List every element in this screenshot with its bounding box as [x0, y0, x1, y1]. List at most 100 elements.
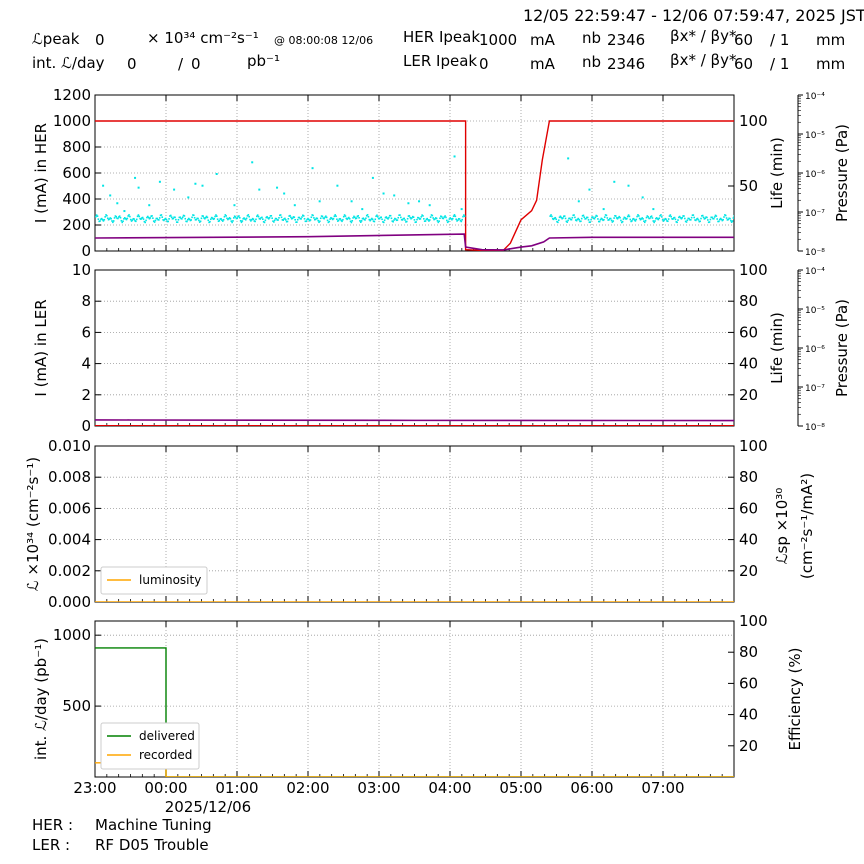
- y-axis-label: I (mA) in HER: [32, 123, 50, 223]
- pressure-point: [566, 221, 569, 223]
- pressure-point: [550, 214, 552, 216]
- y-tick-label: 0.006: [48, 499, 91, 517]
- pressure-point: [191, 216, 193, 219]
- pressure-point: [346, 218, 348, 221]
- pressure-point: [686, 219, 689, 222]
- pressure-point: [717, 220, 719, 223]
- pressure-point: [440, 215, 443, 218]
- pressure-point: [630, 220, 632, 223]
- pressure-point: [581, 215, 584, 217]
- pressure-point: [389, 214, 392, 217]
- y2-tick-label: 100: [739, 437, 768, 455]
- pressure-point: [290, 216, 292, 219]
- y-axis-label: I (mA) in LER: [32, 299, 50, 396]
- pressure-point: [149, 217, 152, 219]
- pressure-point: [730, 221, 733, 223]
- pressure-point: [629, 218, 632, 221]
- pressure-point: [172, 217, 175, 220]
- pressure-point: [383, 219, 386, 222]
- pressure-point: [190, 219, 193, 221]
- pressure-point: [406, 217, 409, 220]
- pressure-point: [170, 216, 173, 218]
- pressure-outlier-point: [613, 180, 616, 183]
- pressure-point: [240, 221, 243, 224]
- x-tick-label: 07:00: [641, 779, 684, 797]
- pressure-point: [215, 215, 218, 218]
- pressure-point: [341, 220, 343, 223]
- pressure-point: [288, 215, 291, 217]
- y-tick-label: 800: [62, 138, 91, 156]
- pressure-point: [112, 221, 114, 224]
- pressure-point: [381, 218, 383, 221]
- pressure-point: [262, 220, 265, 223]
- pressure-point: [634, 220, 637, 222]
- pressure-point: [551, 215, 553, 218]
- y2-tick-label: 60: [739, 674, 758, 692]
- pressure-point: [617, 216, 620, 219]
- pressure-point: [215, 214, 217, 216]
- pressure-point: [131, 219, 134, 221]
- x-date-label: 2025/12/06: [165, 798, 251, 816]
- pressure-tick-label: 10⁻⁸: [805, 248, 825, 258]
- pressure-point: [136, 215, 139, 218]
- pressure-point: [349, 220, 352, 223]
- pressure-point: [193, 216, 196, 219]
- pressure-point: [261, 216, 263, 219]
- pressure-point: [289, 214, 291, 217]
- pressure-point: [100, 217, 103, 220]
- pressure-point: [279, 214, 281, 217]
- pressure-point: [299, 217, 302, 220]
- life-line-her: [95, 233, 734, 251]
- pressure-point: [221, 219, 223, 221]
- pressure-point: [272, 220, 274, 222]
- pressure-point: [593, 217, 596, 220]
- pressure-point: [228, 216, 231, 219]
- pressure-point: [614, 214, 616, 217]
- pressure-point: [695, 218, 698, 220]
- pressure-point: [246, 215, 249, 217]
- pressure-point: [281, 218, 284, 221]
- pressure-point: [642, 218, 644, 220]
- y-tick-label: 8: [81, 292, 91, 310]
- pressure-point: [284, 219, 287, 221]
- pressure-point: [361, 217, 364, 220]
- pressure-point: [655, 217, 657, 220]
- pressure-point: [158, 219, 160, 221]
- pressure-point: [595, 214, 598, 217]
- y2-tick-label: 40: [739, 706, 758, 724]
- pressure-point: [579, 220, 581, 223]
- pressure-point: [377, 216, 379, 218]
- pressure-point: [621, 220, 624, 223]
- pressure-point: [247, 214, 250, 216]
- pressure-point: [615, 217, 618, 219]
- pressure-point: [733, 215, 734, 217]
- pressure-point: [376, 214, 378, 217]
- pressure-point: [340, 219, 342, 222]
- pressure-point: [164, 217, 167, 220]
- pressure-outlier-point: [187, 196, 190, 199]
- pressure-point: [367, 215, 370, 218]
- y-axis-label: ℒ ×10³⁴ (cm⁻²s⁻¹): [24, 457, 42, 591]
- y-tick-label: 10: [72, 261, 91, 279]
- pressure-point: [606, 217, 609, 219]
- pressure-point: [336, 220, 339, 222]
- pressure-point: [602, 219, 604, 222]
- pressure-point: [219, 218, 221, 220]
- pressure-point: [682, 215, 684, 217]
- pressure-point: [554, 216, 557, 219]
- pressure-point: [198, 221, 201, 223]
- delivered-line-intlumi: [95, 647, 734, 777]
- pressure-point: [223, 215, 226, 218]
- pressure-axis-label: Pressure (Pa): [833, 124, 851, 222]
- pressure-point: [729, 217, 731, 220]
- pressure-point: [436, 219, 439, 222]
- pressure-point: [364, 219, 366, 221]
- pressure-point: [373, 220, 376, 223]
- y2-tick-label: 60: [739, 499, 758, 517]
- pressure-point: [99, 220, 101, 222]
- pressure-point: [399, 214, 401, 216]
- pressure-outlier-point: [311, 167, 314, 170]
- pressure-point: [432, 217, 434, 219]
- pressure-point: [311, 214, 314, 216]
- pressure-point: [624, 217, 626, 219]
